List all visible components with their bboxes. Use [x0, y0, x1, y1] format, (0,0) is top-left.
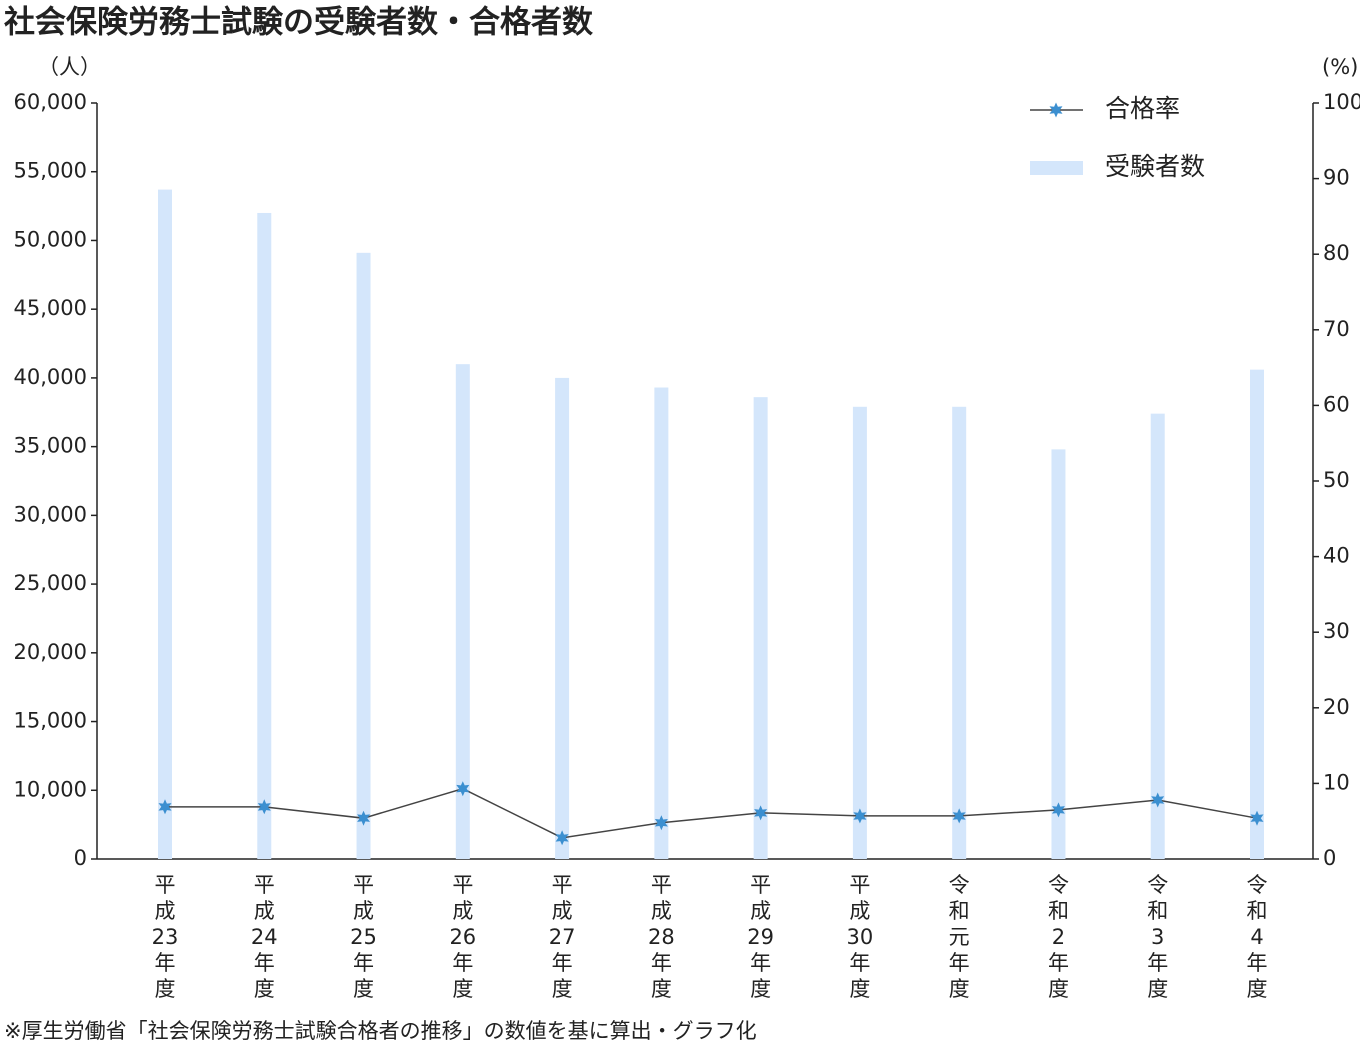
y2-unit: (%) — [1322, 55, 1358, 79]
point — [853, 808, 867, 824]
bar — [356, 252, 371, 860]
x-tick-label: 平成 30 年度 — [847, 873, 874, 1001]
point — [456, 781, 470, 797]
y2-tick-label: 80 — [1323, 241, 1350, 265]
point — [654, 815, 668, 831]
legend-marker — [1049, 102, 1063, 118]
bar — [257, 212, 272, 860]
legend-label: 合格率 — [1105, 94, 1180, 123]
point — [1250, 810, 1264, 826]
x-tick-label: 平成 23 年度 — [152, 873, 179, 1001]
y-tick-label: 60,000 — [14, 90, 87, 114]
x-tick-label: 平成 25 年度 — [350, 873, 377, 1001]
y-tick-label: 50,000 — [14, 227, 87, 251]
bar — [1051, 449, 1066, 859]
y2-tick-label: 100 — [1323, 90, 1360, 114]
y-tick-label: 25,000 — [14, 571, 87, 595]
x-tick-label: 令和 2 年度 — [1048, 873, 1069, 1001]
bar — [753, 397, 768, 859]
point — [1151, 792, 1165, 808]
legend-swatch — [1030, 161, 1083, 175]
x-tick-label: 令和 4 年度 — [1247, 873, 1268, 1001]
x-tick-label: 平成 24 年度 — [251, 873, 278, 1001]
y-tick-label: 20,000 — [14, 640, 87, 664]
point — [1052, 802, 1065, 818]
bar — [952, 406, 967, 859]
bar — [555, 377, 570, 859]
note: ※厚生労働省「社会保険労務士試験合格者の推移」の数値を基に算出・グラフ化 — [4, 1019, 757, 1043]
bar — [654, 387, 669, 859]
point — [952, 808, 966, 824]
x-tick-label: 令和 3 年度 — [1147, 873, 1168, 1001]
y2-tick-label: 10 — [1323, 770, 1350, 794]
bar — [455, 364, 470, 859]
point — [754, 805, 768, 821]
y2-tick-label: 0 — [1323, 846, 1336, 870]
y-unit: （人） — [38, 55, 101, 79]
x-tick-label: 令和元年度 — [949, 873, 970, 1001]
y2-tick-label: 50 — [1323, 468, 1350, 492]
line — [165, 787, 1258, 839]
x-tick-label: 平成 28 年度 — [648, 873, 675, 1001]
y-tick-label: 30,000 — [14, 502, 87, 526]
bar — [158, 189, 172, 859]
y2-tick-label: 60 — [1323, 392, 1350, 416]
x-tick-label: 平成 26 年度 — [449, 873, 476, 1001]
bar — [1250, 369, 1264, 859]
y-tick-label: 0 — [74, 846, 87, 870]
y2-tick-label: 90 — [1323, 166, 1350, 190]
point — [257, 799, 271, 815]
y-tick-label: 40,000 — [14, 365, 87, 389]
point — [555, 830, 569, 846]
y-tick-label: 10,000 — [14, 777, 87, 801]
y-tick-label: 15,000 — [14, 709, 87, 733]
y2-tick-label: 30 — [1323, 619, 1350, 643]
x-tick-label: 平成 29 年度 — [747, 873, 774, 1001]
bar — [852, 406, 867, 859]
x-tick-label: 平成 27 年度 — [549, 873, 576, 1001]
y2-tick-label: 70 — [1323, 317, 1350, 341]
y2-tick-label: 40 — [1323, 544, 1350, 568]
y2-tick-label: 20 — [1323, 695, 1350, 719]
chart-title: 社会保険労務士試験の受験者数・合格者数 — [4, 5, 593, 41]
point — [357, 810, 370, 826]
legend-label: 受験者数 — [1105, 152, 1205, 181]
point — [158, 799, 172, 815]
y-tick-label: 35,000 — [14, 434, 87, 458]
y-tick-label: 55,000 — [14, 159, 87, 183]
y-tick-label: 45,000 — [14, 296, 87, 320]
bar — [1150, 413, 1165, 859]
